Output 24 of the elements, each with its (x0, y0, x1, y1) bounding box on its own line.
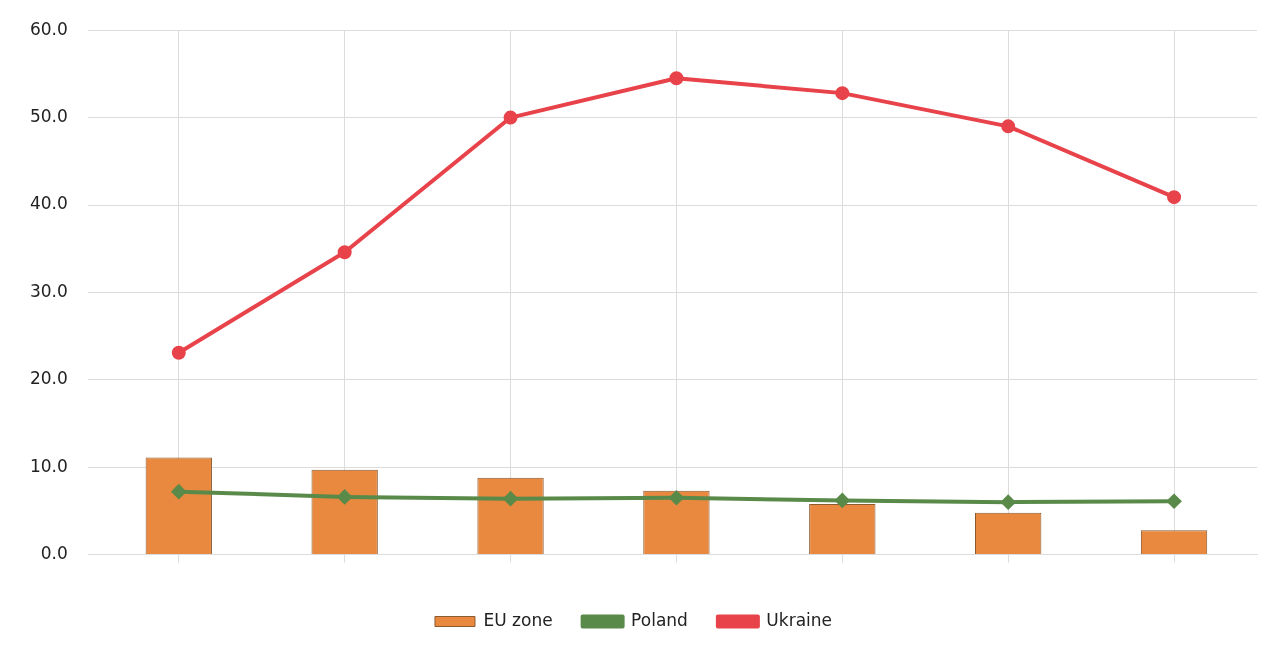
point (835, 86, 850, 101)
legend-label: Ukraine (766, 609, 833, 630)
y-tick-label: 50.0 (29, 106, 68, 127)
point (669, 71, 684, 86)
point (1167, 190, 1182, 205)
y-tick-label: 10.0 (29, 455, 68, 476)
legend-label: Poland (631, 609, 688, 630)
y-tick-label: 0.0 (40, 543, 68, 564)
point (171, 484, 186, 499)
point (669, 490, 684, 505)
point (171, 345, 186, 360)
y-tick-label: 40.0 (29, 193, 68, 214)
point (835, 493, 850, 508)
point (337, 245, 352, 260)
y-tick-label: 20.0 (29, 368, 68, 389)
y-tick-label: 30.0 (29, 280, 68, 301)
point (1001, 119, 1016, 134)
point (1167, 494, 1182, 509)
point (503, 110, 518, 125)
y-tick-label: 60.0 (29, 18, 68, 39)
point (503, 491, 518, 506)
point (337, 489, 352, 504)
legend-label: EU zone (483, 609, 553, 630)
point (1001, 495, 1016, 510)
